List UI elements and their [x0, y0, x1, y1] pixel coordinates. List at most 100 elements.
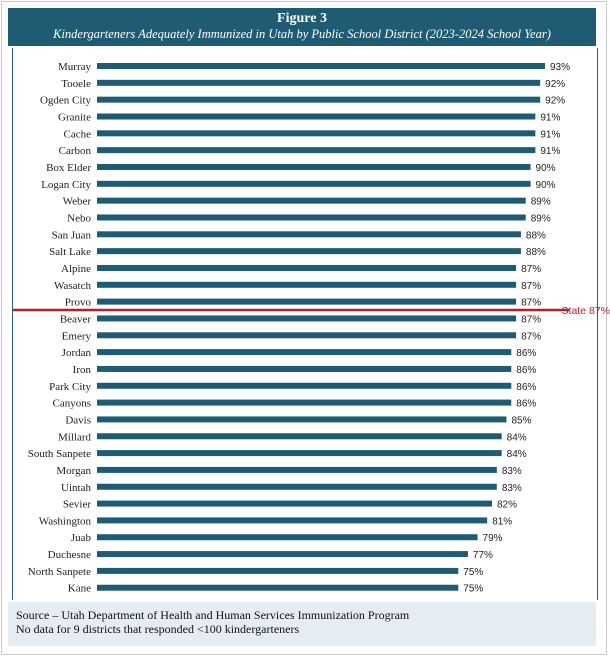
category-label: Cache — [64, 128, 92, 140]
figure-label: Figure 3 — [277, 11, 327, 26]
data-note: No data for 9 districts that responded <… — [16, 622, 300, 636]
bar — [97, 63, 545, 69]
category-label: Morgan — [56, 465, 91, 477]
value-label: 86% — [516, 382, 536, 393]
value-label: 91% — [540, 146, 560, 157]
bar — [97, 79, 541, 86]
value-label: 77% — [473, 550, 493, 561]
value-label: 91% — [540, 112, 560, 123]
bar — [97, 163, 531, 170]
value-label: 88% — [526, 247, 546, 258]
category-label: Duchesne — [48, 549, 91, 561]
bar — [97, 180, 531, 187]
bar — [97, 551, 468, 558]
category-label: Murray — [58, 61, 91, 73]
bar — [97, 450, 502, 457]
state-reference-label: State 87% — [562, 305, 610, 317]
category-label: Provo — [65, 297, 92, 309]
bar — [97, 130, 536, 137]
value-label: 90% — [536, 163, 556, 174]
value-label: 83% — [502, 483, 522, 494]
value-label: 87% — [521, 281, 541, 292]
category-label: Juab — [71, 532, 92, 544]
value-label: 84% — [507, 449, 527, 460]
chart-plot-area: Murray 93% Tooele 92% Ogden City 92% Granite 91… — [12, 48, 610, 600]
value-label: 81% — [492, 516, 512, 527]
category-label: Salt Lake — [49, 246, 91, 258]
category-label: Box Elder — [46, 162, 91, 174]
bar — [97, 349, 512, 356]
bar-chart: Murray 93% Tooele 92% Ogden City 92% Granite 91… — [13, 61, 610, 595]
bar — [97, 534, 478, 541]
bar — [97, 147, 536, 154]
category-label: Nebo — [67, 212, 91, 224]
value-label: 84% — [507, 432, 527, 443]
category-label: Wasatch — [54, 280, 91, 292]
category-label: Millard — [58, 431, 91, 443]
bar — [97, 483, 497, 490]
bar — [97, 315, 517, 322]
value-label: 89% — [531, 197, 551, 208]
value-label: 82% — [497, 500, 517, 511]
value-label: 85% — [511, 415, 531, 426]
value-label: 79% — [483, 533, 503, 544]
bar — [97, 248, 521, 255]
figure-footer: Source – Utah Department of Health and H… — [8, 602, 596, 646]
bar — [97, 96, 541, 103]
bar — [97, 365, 512, 372]
bar — [97, 433, 502, 440]
bar — [97, 382, 512, 389]
category-label: Alpine — [61, 263, 91, 275]
bar — [97, 264, 517, 271]
category-label: Davis — [65, 414, 91, 426]
category-label: Logan City — [41, 179, 91, 191]
bar — [97, 500, 493, 507]
category-label: Beaver — [60, 313, 91, 325]
bar — [97, 517, 488, 524]
category-label: Emery — [62, 330, 92, 342]
category-label: Granite — [58, 111, 91, 123]
bar — [97, 466, 497, 473]
value-label: 92% — [545, 79, 565, 90]
bar — [97, 231, 521, 238]
bar — [97, 214, 526, 221]
value-label: 88% — [526, 230, 546, 241]
bar — [97, 332, 517, 339]
value-label: 87% — [521, 264, 541, 275]
bar — [97, 567, 459, 574]
value-label: 92% — [545, 96, 565, 107]
category-label: Uintah — [61, 482, 91, 494]
category-label: Jordan — [62, 347, 92, 359]
category-label: Tooele — [61, 78, 91, 90]
value-label: 75% — [463, 584, 483, 595]
bar — [97, 399, 512, 406]
bar — [97, 298, 517, 305]
category-label: North Sanpete — [28, 566, 91, 578]
value-label: 87% — [521, 314, 541, 325]
category-label: Weber — [63, 196, 92, 208]
value-label: 86% — [516, 399, 536, 410]
figure-header: Figure 3 Kindergarteners Adequately Immu… — [8, 8, 596, 46]
category-label: Kane — [68, 583, 91, 595]
category-label: South Sanpete — [28, 448, 91, 460]
value-label: 90% — [536, 180, 556, 191]
category-label: Canyons — [53, 398, 92, 410]
bar — [97, 113, 536, 120]
category-label: Sevier — [63, 499, 91, 511]
category-label: Carbon — [59, 145, 92, 157]
value-label: 86% — [516, 348, 536, 359]
value-label: 75% — [463, 567, 483, 578]
bar — [97, 584, 459, 591]
category-label: Park City — [49, 381, 91, 393]
category-label: San Juan — [52, 229, 92, 241]
chart-subtitle: Kindergarteners Adequately Immunized in … — [53, 27, 551, 41]
value-label: 83% — [502, 466, 522, 477]
bar — [97, 281, 517, 288]
value-label: 87% — [521, 331, 541, 342]
source-note: Source – Utah Department of Health and H… — [16, 608, 410, 622]
bar — [97, 416, 507, 423]
category-label: Ogden City — [40, 95, 92, 107]
value-label: 87% — [521, 298, 541, 309]
category-label: Iron — [73, 364, 92, 376]
category-label: Washington — [39, 515, 92, 527]
